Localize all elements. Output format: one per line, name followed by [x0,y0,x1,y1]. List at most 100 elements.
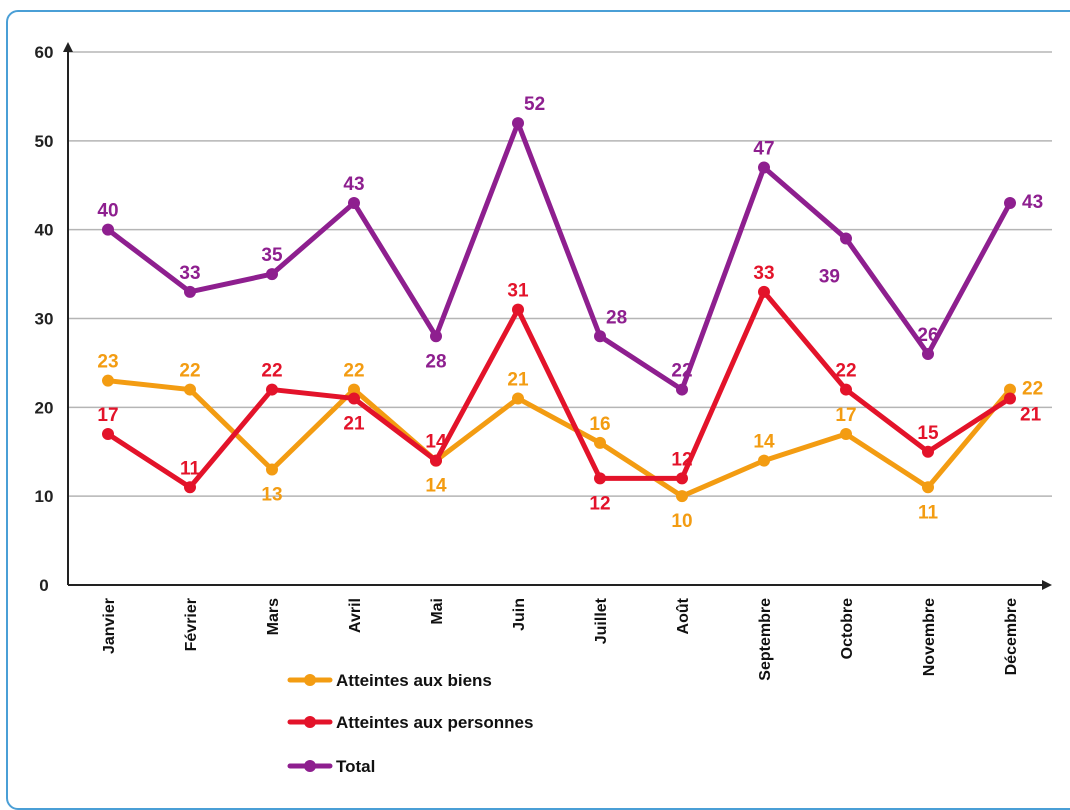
data-point [184,481,196,494]
y-tick-label: 30 [35,310,54,329]
data-point [676,490,688,503]
data-label: 22 [343,361,364,382]
data-label: 22 [835,361,856,382]
data-label: 52 [524,94,545,115]
data-label: 14 [425,432,447,453]
data-point [1004,392,1016,405]
data-point [840,427,852,440]
data-point [266,268,278,281]
data-point [512,117,524,130]
data-label: 14 [753,432,775,453]
data-label: 35 [261,245,283,266]
data-point [430,454,442,467]
y-tick-label: 50 [35,132,54,151]
data-label: 40 [97,201,118,222]
data-point [922,445,934,458]
data-label: 16 [589,414,610,435]
data-point [266,383,278,396]
data-point [594,330,606,343]
x-tick-label: Mai [429,598,446,625]
x-axis-labels: Janvier Février Mars Avril Mai Juin Juillet Aoû… [101,597,1020,680]
data-labels: 23 22 13 22 14 21 16 10 14 17 11 22 17 11 22 21 14 31 12 12… [97,94,1043,532]
x-tick-label: Août [675,597,692,634]
data-label: 28 [425,351,446,372]
data-point [512,392,524,405]
data-point [840,383,852,396]
data-point [102,427,114,440]
data-point [758,161,770,174]
axes [63,42,1052,590]
data-label: 13 [261,485,282,506]
series-line [105,289,1013,490]
data-point [348,392,360,405]
series-line [105,120,1013,393]
data-label: 33 [179,263,200,284]
y-tick-label: 40 [35,221,54,240]
data-label: 43 [343,174,364,195]
data-point [922,348,934,361]
data-point [102,223,114,236]
data-point [430,330,442,343]
data-label: 22 [179,361,200,382]
data-label: 14 [425,476,447,497]
data-point [676,472,688,485]
data-label: 17 [835,405,856,426]
series-group [102,117,1016,503]
y-axis-ticks: 0 10 20 30 40 50 60 [35,43,54,595]
x-tick-label: Juillet [593,597,610,644]
data-label: 31 [507,281,529,302]
x-axis-arrow [1042,580,1052,590]
y-tick-label: 10 [35,487,54,506]
data-label: 11 [918,502,939,523]
data-point [1004,197,1016,210]
data-point [184,383,196,396]
data-point [758,285,770,298]
data-label: 22 [671,361,692,382]
data-label: 10 [671,511,692,532]
data-point [1004,383,1016,396]
data-point [102,374,114,387]
data-label: 43 [1022,192,1043,213]
x-tick-label: Septembre [757,598,774,681]
legend: Atteintes aux biens Atteintes aux personn… [287,671,533,776]
x-tick-label: Janvier [101,598,118,654]
x-tick-label: Avril [347,598,364,633]
data-label: 15 [917,423,939,444]
data-point [348,383,360,396]
data-point [512,303,524,316]
data-label: 22 [1022,379,1043,400]
legend-label: Atteintes aux biens [336,671,492,690]
data-label: 33 [753,263,774,284]
y-axis-arrow [63,42,73,52]
data-point [184,285,196,298]
data-point [266,463,278,476]
data-label: 21 [507,369,529,390]
data-label: 12 [589,493,610,514]
data-point [676,383,688,396]
legend-swatch-marker [304,716,316,728]
y-tick-label: 20 [35,398,54,417]
y-tick-label: 0 [39,576,48,595]
data-label: 23 [97,352,118,373]
data-label: 22 [261,361,282,382]
data-label: 21 [1020,404,1042,425]
legend-swatch-marker [304,760,316,772]
data-point [594,436,606,449]
data-label: 26 [917,325,938,346]
data-point [758,454,770,467]
y-tick-label: 60 [35,43,54,62]
x-tick-label: Décembre [1003,598,1020,675]
x-tick-label: Mars [265,598,282,635]
x-tick-label: Février [183,598,200,651]
x-tick-label: Octobre [839,598,856,659]
gridlines [68,51,1052,497]
data-label: 39 [819,267,840,288]
series-line [105,378,1013,499]
data-point [594,472,606,485]
data-label: 11 [180,458,201,479]
data-point [348,197,360,210]
data-label: 17 [97,405,118,426]
x-tick-label: Novembre [921,598,938,676]
x-tick-label: Juin [511,598,528,631]
